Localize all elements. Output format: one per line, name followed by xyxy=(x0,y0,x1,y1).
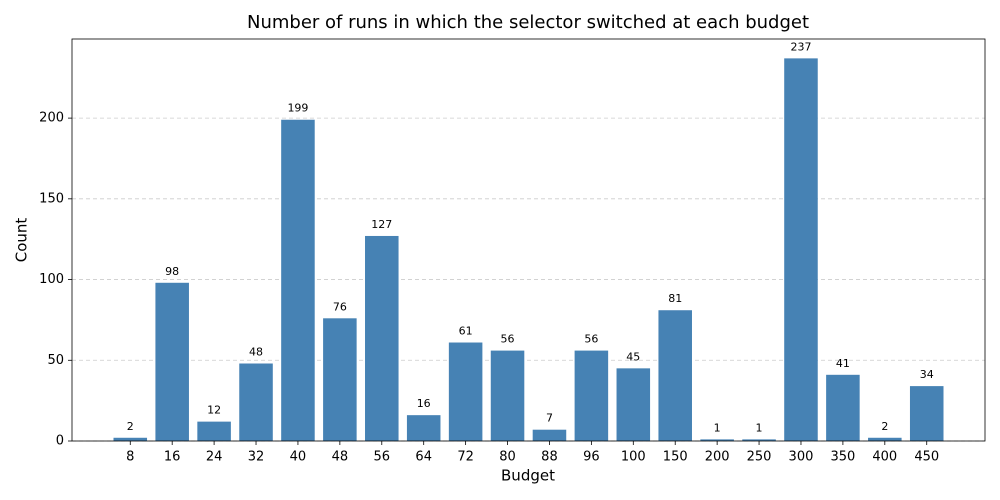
x-tick-label: 48 xyxy=(332,450,349,465)
bar xyxy=(490,350,525,441)
value-label: 1 xyxy=(756,421,763,434)
x-tick-label: 300 xyxy=(789,450,814,465)
bar xyxy=(868,437,902,441)
x-axis-label: Budget xyxy=(501,467,555,485)
bar xyxy=(826,374,860,441)
x-tick-label: 100 xyxy=(621,450,646,465)
x-tick-label: 72 xyxy=(457,450,474,465)
x-tick-label: 450 xyxy=(914,450,939,465)
bar xyxy=(406,415,441,441)
bar xyxy=(909,386,944,441)
y-tick-label: 100 xyxy=(39,272,64,287)
y-tick-label: 150 xyxy=(39,191,64,206)
x-tick-label: 88 xyxy=(541,450,558,465)
y-tick-label: 0 xyxy=(56,434,64,449)
bar xyxy=(784,58,818,441)
value-label: 16 xyxy=(417,397,431,410)
value-label: 2 xyxy=(881,420,888,433)
bar xyxy=(532,429,567,441)
value-label: 7 xyxy=(546,412,553,425)
x-tick-label: 32 xyxy=(248,450,265,465)
bar xyxy=(448,342,483,441)
bar xyxy=(700,439,734,441)
x-tick-label: 40 xyxy=(290,450,307,465)
chart-title: Number of runs in which the selector swi… xyxy=(247,12,809,33)
value-label: 48 xyxy=(249,346,263,359)
bar xyxy=(323,318,357,441)
plot-frame xyxy=(71,38,986,442)
x-tick-label: 200 xyxy=(705,450,730,465)
bar xyxy=(742,439,776,441)
value-label: 2 xyxy=(127,420,134,433)
value-label: 56 xyxy=(584,333,598,346)
x-tick-label: 56 xyxy=(374,450,391,465)
x-tick-label: 350 xyxy=(830,450,855,465)
value-label: 34 xyxy=(920,368,934,381)
value-label: 237 xyxy=(790,40,811,53)
bar xyxy=(155,282,189,441)
value-label: 61 xyxy=(459,325,473,338)
bar xyxy=(113,437,148,441)
value-label: 56 xyxy=(501,333,515,346)
value-label: 1 xyxy=(714,421,721,434)
bar xyxy=(616,368,651,441)
bar xyxy=(365,235,399,441)
bar xyxy=(658,310,692,441)
bar xyxy=(239,363,273,441)
x-tick-label: 8 xyxy=(126,450,134,465)
bars xyxy=(113,58,944,441)
x-tick-label: 400 xyxy=(872,450,897,465)
value-label: 199 xyxy=(287,102,308,115)
y-axis-label: Count xyxy=(13,218,31,263)
value-label: 12 xyxy=(207,404,221,417)
bar xyxy=(197,421,231,441)
bar xyxy=(281,119,315,441)
value-label: 76 xyxy=(333,300,347,313)
x-tick-label: 250 xyxy=(747,450,772,465)
x-tick-label: 80 xyxy=(499,450,516,465)
bar xyxy=(574,350,609,441)
x-tick-label: 64 xyxy=(415,450,432,465)
y-tick-label: 50 xyxy=(47,353,64,368)
value-label: 81 xyxy=(668,292,682,305)
x-tick-label: 96 xyxy=(583,450,600,465)
x-tick-label: 24 xyxy=(206,450,223,465)
y-tick-label: 200 xyxy=(39,111,64,126)
x-tick-label: 16 xyxy=(164,450,181,465)
x-tick-label: 150 xyxy=(663,450,688,465)
value-label: 45 xyxy=(626,350,640,363)
value-label: 41 xyxy=(836,357,850,370)
value-label: 98 xyxy=(165,265,179,278)
value-label: 127 xyxy=(371,218,392,231)
